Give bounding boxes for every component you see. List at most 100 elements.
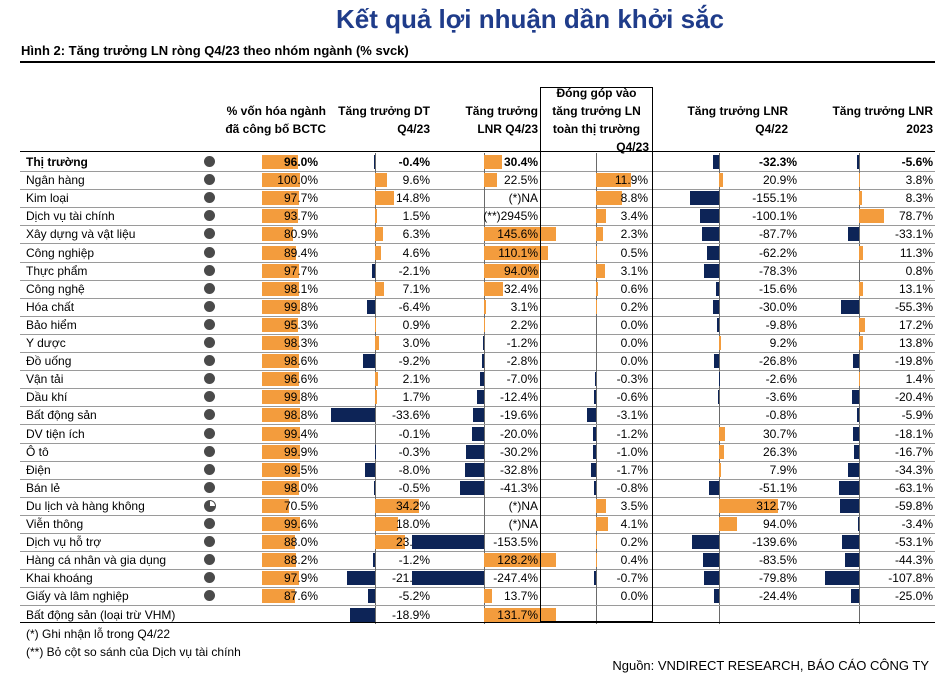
lnr22-bar [719, 517, 737, 531]
lnr-bar [472, 408, 484, 423]
dt-zero-axis [375, 153, 376, 171]
contrib-value: 8.8% [620, 191, 648, 206]
cap-bar [262, 589, 296, 604]
cap-value: 80.9% [283, 227, 318, 242]
contrib-zero-axis [596, 605, 597, 624]
table-row: Viễn thông 99.6% 18.0% (*)NA 4.1% 94.0% -3.4% [20, 515, 935, 534]
lnr-zero-axis [484, 189, 485, 208]
cap-bar [262, 173, 300, 188]
dt-bar [375, 517, 399, 531]
lnr23-bar [859, 317, 865, 332]
header-contrib-line1: Đóng góp vào [556, 86, 637, 100]
cap-value: 89.4% [283, 245, 318, 260]
partial-report-circle-icon [204, 499, 216, 512]
lnr22-zero-axis [719, 189, 720, 208]
lnr23-value: 3.8% [905, 173, 933, 188]
lnr-value: -1.2% [506, 336, 538, 350]
dt-value: 7.1% [402, 281, 430, 296]
full-report-circle-icon [204, 536, 215, 548]
cap-value: 99.8% [283, 390, 318, 405]
full-report-circle-icon [204, 228, 215, 240]
lnr22-value: -62.2% [758, 245, 797, 260]
lnr-zero-axis [484, 424, 485, 443]
lnr-value: -7.0% [506, 372, 538, 387]
full-report-circle-icon [204, 337, 215, 348]
cap-value: 98.1% [283, 281, 318, 296]
row-sector-name: Viễn thông [26, 517, 84, 531]
lnr-bar [464, 462, 484, 477]
table-row: Thực phẩm 97.7% -2.1% 94.0% 3.1% -78.3% 0.8% [20, 261, 935, 281]
dt-value: 1.5% [402, 209, 430, 224]
row-sector-name: Công nghiệp [26, 245, 95, 260]
lnr-value: -20.0% [499, 426, 538, 441]
contrib-zero-axis [596, 352, 597, 371]
dt-value: -1.2% [398, 553, 430, 568]
lnr22-bar [719, 444, 724, 459]
lnr23-value: 17.2% [898, 317, 933, 332]
lnr23-value: -5.9% [901, 408, 933, 423]
lnr22-value: -79.8% [758, 571, 797, 586]
dt-bar [350, 607, 375, 622]
dt-zero-axis [375, 406, 376, 425]
top-rule [20, 61, 935, 63]
lnr-value: 110.1% [498, 245, 538, 260]
cap-value: 99.9% [283, 444, 318, 459]
lnr22-zero-axis [719, 261, 720, 280]
lnr23-zero-axis [859, 370, 860, 389]
header-contrib: Đóng góp vào tăng trưởng LN toàn thị trư… [540, 84, 653, 156]
dt-value: 34.2% [395, 498, 430, 513]
table-row: Y dược 98.3% 3.0% -1.2% 0.0% 9.2% 13.8% [20, 334, 935, 353]
header-lnr23-line1: Tăng trưởng LNR [832, 104, 933, 118]
table-row: Đồ uống 98.6% -9.2% -2.8% 0.0% -26.8% -19.8% [20, 352, 935, 372]
lnr22-value: 312.7% [756, 498, 797, 513]
dt-value: -5.2% [398, 589, 430, 604]
row-sector-name: Thị trường [26, 155, 88, 169]
full-report-circle-icon [204, 590, 215, 602]
lnr23-zero-axis [859, 297, 860, 316]
lnr-value: -41.3% [499, 480, 538, 495]
lnr23-bar [857, 517, 859, 531]
row-sector-name: Dịch vụ hỗ trợ [26, 535, 102, 550]
contrib-value: -1.2% [616, 426, 648, 441]
table-row: Hàng cá nhân và gia dụng 88.2% -1.2% 128.2%… [20, 551, 935, 571]
cap-bar [262, 408, 300, 423]
lnr23-zero-axis [859, 605, 860, 624]
lnr-value: 128.2% [497, 553, 538, 568]
dt-bar [375, 191, 395, 206]
lnr-bar [482, 354, 484, 369]
lnr-value: -247.4% [493, 571, 538, 586]
lnr-value: 2.2% [510, 317, 538, 332]
lnr-bar [484, 607, 556, 622]
lnr22-bar [717, 317, 719, 332]
row-sector-name: Y dược [26, 336, 66, 350]
lnr-value: -12.4% [499, 390, 538, 405]
row-sector-name: Bất động sản (loại trừ VHM) [26, 607, 176, 622]
cap-value: 98.8% [283, 408, 318, 423]
contrib-bar [591, 462, 596, 477]
full-report-circle-icon [204, 174, 215, 186]
lnr-zero-axis [484, 569, 485, 588]
lnr23-bar [859, 281, 864, 296]
lnr-zero-axis [484, 334, 485, 352]
full-report-circle-icon [204, 554, 215, 566]
lnr22-value: -9.8% [765, 317, 797, 332]
lnr22-bar [713, 354, 719, 369]
full-report-circle-icon [204, 391, 215, 403]
lnr22-zero-axis [719, 370, 720, 389]
contrib-value: 0.0% [620, 589, 648, 604]
lnr-value: 145.6% [497, 227, 538, 242]
lnr22-value: -0.8% [765, 408, 797, 423]
dt-zero-axis [375, 261, 376, 280]
dt-value: 9.6% [402, 173, 430, 188]
dt-bar [373, 553, 375, 568]
lnr-value: -30.2% [499, 444, 538, 459]
lnr23-zero-axis [859, 478, 860, 497]
contrib-value: 0.2% [620, 299, 648, 314]
header-lnr23-line2: 2023 [906, 122, 933, 136]
full-report-circle-icon [204, 300, 215, 312]
lnr23-zero-axis [859, 460, 860, 479]
lnr22-bar [719, 336, 721, 350]
table-row: Công nghiệp 89.4% 4.6% 110.1% 0.5% -62.2% 11.3… [20, 243, 935, 263]
contrib-value: 0.0% [620, 336, 648, 350]
footnote-1: (*) Ghi nhận lỗ trong Q4/22 [26, 627, 171, 641]
